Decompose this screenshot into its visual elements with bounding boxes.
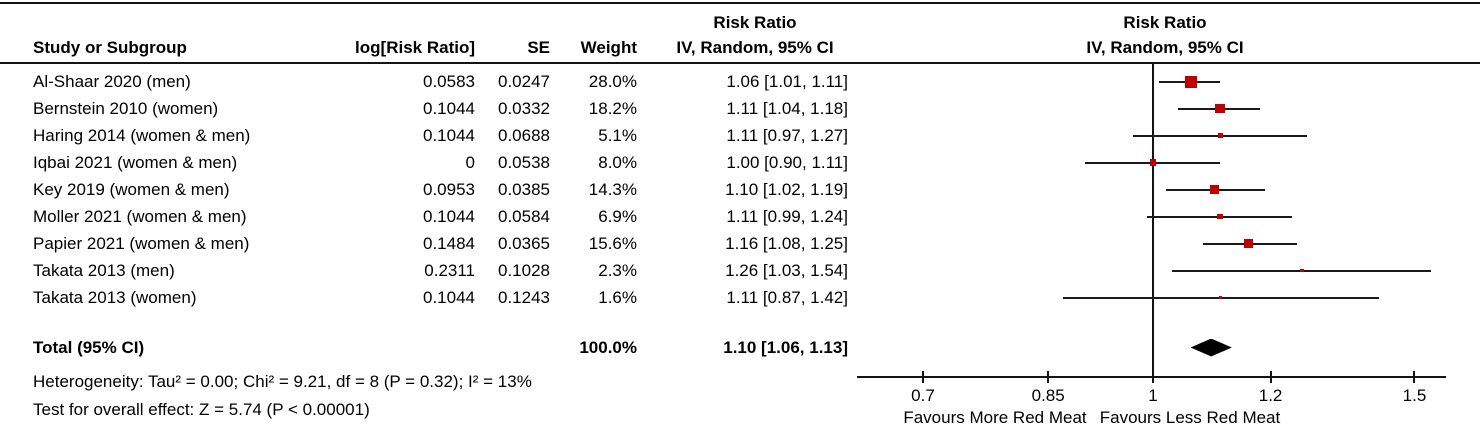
study-name: Key 2019 (women & men)	[33, 180, 230, 199]
x-axis-tick	[1413, 371, 1416, 383]
se-value: 0.0538	[498, 153, 550, 172]
effect-square	[1217, 132, 1223, 139]
header-iv-random-ci-plot-col: IV, Random, 95% CI	[1086, 38, 1244, 57]
risk-ratio-ci-value: 1.11 [0.99, 1.24]	[726, 207, 848, 226]
header-risk-ratio-plot-col: Risk Ratio	[1123, 13, 1207, 32]
study-row: Iqbai 2021 (women & men) 0 0.0538 8.0% 1.00 …	[0, 149, 860, 176]
x-axis-tick-label: 1	[1148, 386, 1158, 405]
header-iv-random-ci-text-col: IV, Random, 95% CI	[676, 38, 834, 57]
effect-square	[1218, 296, 1222, 299]
se-value: 0.1028	[498, 261, 550, 280]
weight-value: 2.3%	[598, 261, 637, 280]
header-underline	[0, 62, 1480, 64]
risk-ratio-ci-value: 1.16 [1.08, 1.25]	[725, 234, 848, 253]
study-row: Moller 2021 (women & men) 0.1044 0.0584 6.9…	[0, 203, 860, 230]
study-name: Takata 2013 (women)	[33, 288, 197, 307]
study-row: Bernstein 2010 (women) 0.1044 0.0332 18.2% 1…	[0, 95, 860, 122]
log-risk-ratio-value: 0.1044	[423, 288, 475, 307]
effect-square	[1184, 75, 1197, 88]
study-row: Papier 2021 (women & men) 0.1484 0.0365 15.…	[0, 230, 860, 257]
log-risk-ratio-value: 0.1044	[423, 99, 475, 118]
risk-ratio-ci-value: 1.06 [1.01, 1.11]	[726, 72, 848, 91]
header-weight: Weight	[580, 38, 637, 57]
effect-square	[1217, 213, 1224, 220]
x-axis-tick-label: 0.85	[1031, 386, 1065, 405]
overall-effect-test: Test for overall effect: Z = 5.74 (P < 0…	[33, 400, 370, 419]
header-risk-ratio-text-col: Risk Ratio	[713, 13, 797, 32]
effect-square	[1244, 239, 1254, 248]
effect-square	[1210, 185, 1219, 194]
se-value: 0.1243	[498, 288, 550, 307]
study-name: Papier 2021 (women & men)	[33, 234, 250, 253]
study-name: Iqbai 2021 (women & men)	[33, 153, 238, 172]
log-risk-ratio-value: 0.0583	[423, 72, 475, 91]
se-value: 0.0365	[498, 234, 550, 253]
log-risk-ratio-value: 0.0953	[423, 180, 475, 199]
x-axis-tick-label: 1.5	[1402, 386, 1427, 405]
se-value: 0.0385	[498, 180, 550, 199]
total-weight: 100.0%	[579, 338, 637, 357]
x-axis-tick	[921, 371, 924, 383]
study-row: Key 2019 (women & men) 0.0953 0.0385 14.3% 1…	[0, 176, 860, 203]
favours-left-label: Favours More Red Meat	[903, 408, 1087, 427]
study-name: Al-Shaar 2020 (men)	[33, 72, 191, 91]
heterogeneity-stats: Heterogeneity: Tau² = 0.00; Chi² = 9.21,…	[33, 372, 532, 391]
header-log-risk-ratio: log[Risk Ratio]	[355, 38, 475, 57]
se-value: 0.0247	[498, 72, 550, 91]
weight-value: 28.0%	[588, 72, 637, 91]
x-axis-line	[857, 376, 1446, 378]
se-value: 0.0332	[498, 99, 550, 118]
risk-ratio-ci-value: 1.26 [1.03, 1.54]	[725, 261, 848, 280]
total-risk-ratio-ci: 1.10 [1.06, 1.13]	[723, 338, 848, 357]
study-row: Takata 2013 (men) 0.2311 0.1028 2.3% 1.26 [1…	[0, 257, 860, 284]
risk-ratio-ci-value: 1.11 [0.87, 1.42]	[726, 288, 848, 307]
log-risk-ratio-value: 0.1044	[423, 126, 475, 145]
study-name: Moller 2021 (women & men)	[33, 207, 247, 226]
header-se: SE	[527, 38, 550, 57]
x-axis-tick-label: 0.7	[911, 386, 935, 405]
total-label: Total (95% CI)	[33, 338, 145, 357]
study-row: Takata 2013 (women) 0.1044 0.1243 1.6% 1.11 …	[0, 284, 860, 311]
log-risk-ratio-value: 0.1484	[423, 234, 475, 253]
weight-value: 8.0%	[598, 153, 637, 172]
total-row: Total (95% CI) 100.0% 1.10 [1.06, 1.13]	[0, 334, 860, 361]
study-name: Bernstein 2010 (women)	[33, 99, 219, 118]
study-name: Haring 2014 (women & men)	[33, 126, 251, 145]
null-effect-line	[1152, 64, 1154, 379]
weight-value: 15.6%	[588, 234, 637, 253]
top-border-line	[0, 2, 1480, 4]
weight-value: 6.9%	[598, 207, 637, 226]
study-row: Al-Shaar 2020 (men) 0.0583 0.0247 28.0% 1.06…	[0, 68, 860, 95]
effect-square	[1215, 103, 1226, 114]
weight-value: 18.2%	[588, 99, 637, 118]
header-study-or-subgroup: Study or Subgroup	[33, 38, 187, 57]
risk-ratio-ci-value: 1.10 [1.02, 1.19]	[725, 180, 848, 199]
x-axis-tick	[1047, 371, 1050, 383]
log-risk-ratio-value: 0	[465, 153, 475, 172]
log-risk-ratio-value: 0.2311	[424, 261, 475, 280]
effect-square	[1300, 268, 1304, 273]
x-axis-tick-label: 1.2	[1258, 386, 1283, 405]
se-value: 0.0584	[498, 207, 550, 226]
risk-ratio-ci-value: 1.11 [1.04, 1.18]	[726, 99, 848, 118]
log-risk-ratio-value: 0.1044	[423, 207, 475, 226]
effect-square	[1149, 159, 1157, 166]
weight-value: 1.6%	[598, 288, 637, 307]
weight-value: 14.3%	[588, 180, 637, 199]
x-axis-tick	[1269, 371, 1272, 383]
x-axis-tick	[1152, 371, 1154, 383]
risk-ratio-ci-value: 1.11 [0.97, 1.27]	[726, 126, 848, 145]
study-name: Takata 2013 (men)	[33, 261, 175, 280]
study-row: Haring 2014 (women & men) 0.1044 0.0688 5.1…	[0, 122, 860, 149]
se-value: 0.0688	[498, 126, 550, 145]
favours-right-label: Favours Less Red Meat	[1099, 408, 1281, 427]
risk-ratio-ci-value: 1.00 [0.90, 1.11]	[726, 153, 848, 172]
total-diamond	[1190, 338, 1232, 357]
weight-value: 5.1%	[598, 126, 637, 145]
